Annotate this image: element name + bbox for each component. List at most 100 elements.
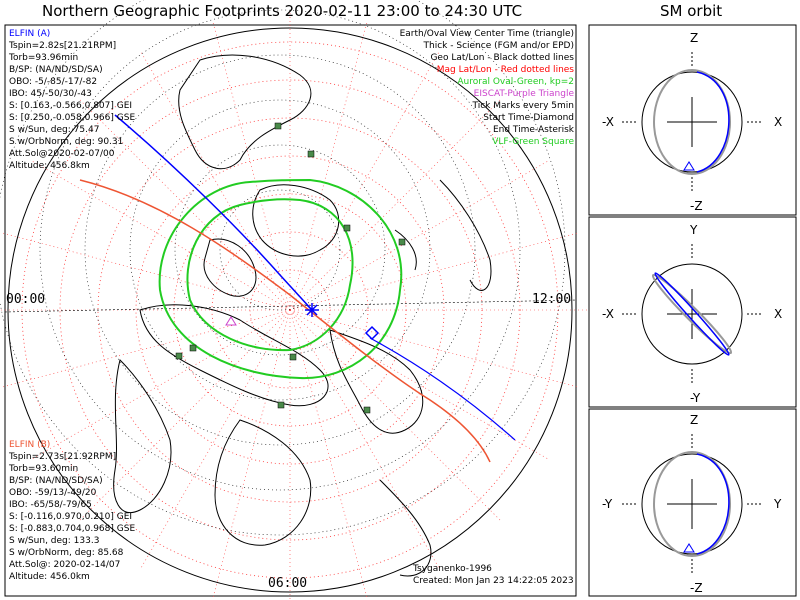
coastlines: [113, 54, 492, 577]
eiscat-triangle: [225, 316, 237, 326]
elfin-a-line: S: [0.163,-0.566,0.807] GEI: [9, 101, 133, 111]
sm-panel-frame-3: [588, 408, 797, 597]
elfin-a-line: Tspin=2.82s[21.21RPM]: [9, 41, 117, 51]
legend-item: Tick Marks every 5min: [472, 101, 574, 111]
geo-lat-circle: [174, 144, 386, 356]
elfin-b-line: S: [-0.116,0.970,0.210] GEI: [9, 512, 133, 522]
map-legend: Earth/Oval View Center Time (triangle) Th…: [400, 28, 574, 148]
sm-panel-2: Y -Y -X X: [602, 223, 782, 405]
map-footer: Tsyganenko-1996 Created: Mon Jan 23 14:2…: [413, 563, 574, 587]
sm-panel-1: Z -Z -X X: [602, 31, 782, 213]
elfin-b-name: ELFIN (B): [9, 440, 51, 450]
orbit-a: [654, 272, 730, 356]
legend-item: Start Time-Diamond: [483, 113, 574, 123]
sm-orbit-plots: Z -Z -X X Y -Y -X X Z -Z -Y Y: [602, 31, 782, 595]
orbit-a: [696, 453, 730, 555]
earth-circle: [641, 263, 743, 365]
created-label: Created: Mon Jan 23 14:22:05 2023: [413, 576, 574, 586]
geo-lat-circle: [0, 0, 566, 536]
axis-label-bottom: -Z: [690, 199, 703, 213]
elfin-a-line: Altitude: 456.8km: [9, 161, 90, 171]
elfin-a-line: Torb=93.96min: [9, 53, 79, 63]
elfin-a-line: S w/Sun, deg: 75.47: [9, 125, 100, 135]
axis-label-left: -Y: [602, 497, 613, 511]
elfin-b-footprint: [79, 179, 491, 463]
elfin-a-line: Att.Sol@2020-02-07/00: [9, 149, 115, 159]
elfin-a-line: OBO: -5/-85/-17/-82: [9, 77, 98, 87]
mag-lon-line: [289, 159, 550, 311]
vlf-stations: [175, 122, 406, 414]
orbit-triangle: [683, 543, 695, 553]
legend-item: Earth/Oval View Center Time (triangle): [399, 29, 574, 39]
axis-label-top: Y: [689, 223, 698, 237]
page-title: Northern Geographic Footprints 2020-02-1…: [42, 2, 523, 20]
noon-midnight-line: [4, 299, 577, 313]
axis-label-left: -X: [602, 307, 614, 321]
elfin-b-line: B/SP: (NA/ND/SD/SA): [9, 476, 103, 486]
elfin-a-line: IBO: 45/-50/30/-43: [9, 89, 92, 99]
elfin-b-info: ELFIN (B) Tspin=2.73s[21.92RPM] Torb=93.…: [9, 439, 135, 583]
orbit-b: [651, 273, 733, 355]
mag-lon-line: [289, 309, 441, 570]
elfin-b-line: IBO: -65/58/-79/65: [9, 500, 92, 510]
elfin-b-line: S: [-0.883,0.704,0.968] GSE: [9, 524, 136, 534]
mag-lon-line: [289, 309, 550, 461]
geo-lat-circle: [219, 189, 341, 311]
elfin-b-line: Att.Sol@: 2020-02-14/07: [9, 560, 121, 570]
orbit-b: [653, 69, 731, 175]
earth-circle: [641, 71, 743, 173]
mag-lon-line: [0, 309, 291, 388]
mag-lon-line: [212, 309, 291, 600]
orbit-b: [653, 451, 731, 557]
map-horizon: [7, 27, 573, 593]
orbit-triangle: [683, 161, 695, 171]
mag-lon-line: [289, 20, 368, 311]
mag-lon-line: [289, 309, 503, 523]
elfin-b-line: OBO: -59/13/-49/20: [9, 488, 97, 498]
lt-label-right: 12:00: [532, 292, 572, 307]
geo-lat-circle: [129, 99, 431, 401]
axis-label-bottom: -Z: [690, 581, 703, 595]
model-label: Tsyganenko-1996: [413, 564, 492, 574]
legend-item: End Time-Asterisk: [492, 125, 574, 135]
map-frame: [4, 24, 577, 597]
elfin-a-line: B/SP: (NA/ND/SD/SA): [9, 65, 103, 75]
mag-lon-line: [289, 309, 368, 600]
elfin-b-line: Altitude: 456.0km: [9, 572, 90, 582]
axis-label-left: -X: [602, 115, 614, 129]
elfin-a-footprint: [114, 114, 516, 441]
axis-label-right: X: [774, 307, 782, 321]
elfin-a-start-diamond: [364, 325, 380, 341]
mag-lat-circle: [59, 79, 521, 541]
axis-label-top: Z: [690, 413, 698, 427]
legend-item: Mag Lat/Lon - Red dotted lines: [436, 65, 574, 75]
elfin-a-line: S w/OrbNorm, deg: 90.31: [9, 137, 124, 147]
orbit-a: [696, 71, 730, 173]
lt-label-bottom: 06:00: [268, 576, 308, 591]
earth-circle: [641, 453, 743, 555]
lt-label-left: 00:00: [6, 292, 46, 307]
sm-panel-frame-2: [588, 216, 797, 408]
legend-item: EISCAT-Purple Triangle: [473, 89, 574, 99]
axis-label-top: Z: [690, 31, 698, 45]
auroral-oval: [158, 178, 403, 380]
geo-lat-circle: [39, 9, 521, 491]
legend-item: Thick - Science (FGM and/or EPD): [423, 41, 574, 51]
legend-item: VLF-Green Square: [492, 137, 574, 147]
axis-label-right: Y: [773, 497, 782, 511]
elfin-b-line: S w/Sun, deg: 133.3: [9, 536, 100, 546]
sm-orbit-title: SM orbit: [660, 2, 723, 20]
polar-map: [0, 0, 590, 600]
elfin-b-line: S w/OrbNorm, deg: 85.68: [9, 548, 124, 558]
geo-lat-circle: [84, 54, 476, 446]
axis-label-bottom: -Y: [690, 391, 701, 405]
legend-item: Geo Lat/Lon - Black dotted lines: [430, 53, 574, 63]
legend-item: Auroral Oval-Green, kp=2: [457, 77, 574, 87]
elfin-b-line: Torb=93.60min: [9, 464, 79, 474]
axis-label-right: X: [774, 115, 782, 129]
mag-lon-line: [30, 309, 291, 461]
sm-panel-3: Z -Z -Y Y: [602, 413, 782, 595]
sm-panel-frame-1: [588, 24, 797, 216]
elfin-a-name: ELFIN (A): [9, 29, 51, 39]
